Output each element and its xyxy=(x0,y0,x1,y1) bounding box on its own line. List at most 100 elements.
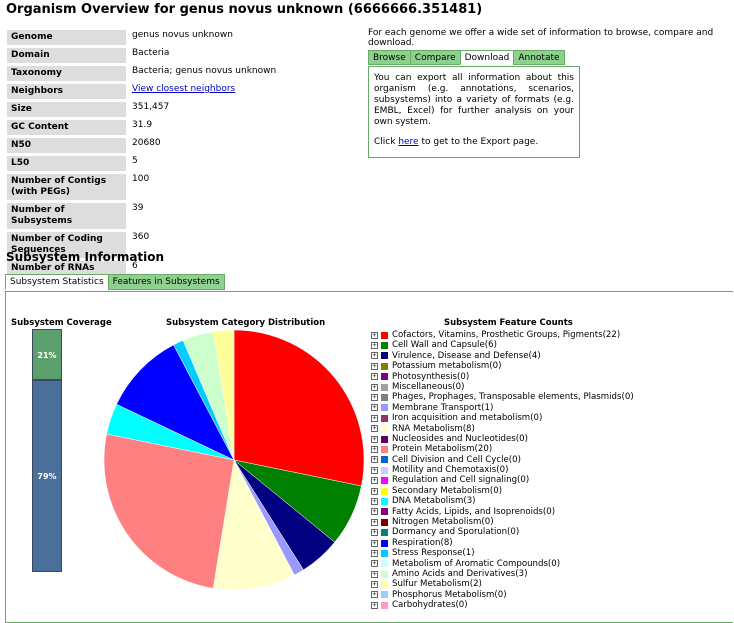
legend-item: + Protein Metabolism (20) xyxy=(371,444,493,455)
info-value: 6 xyxy=(132,261,138,271)
legend-count: 4 xyxy=(531,350,538,361)
expand-icon[interactable]: + xyxy=(371,507,378,516)
expand-icon[interactable]: + xyxy=(371,476,378,485)
expand-icon[interactable]: + xyxy=(371,393,378,402)
legend-swatch xyxy=(381,352,388,360)
info-row: Neighbors View closest neighbors xyxy=(7,84,276,99)
info-row: Taxonomy Bacteria; genus novus unknown xyxy=(7,66,276,81)
info-label: GC Content xyxy=(7,120,126,135)
tab-download[interactable]: Download xyxy=(459,50,515,65)
info-label: Genome xyxy=(7,30,126,45)
expand-icon[interactable]: + xyxy=(371,528,378,537)
legend-name: Amino Acids and Derivatives xyxy=(392,568,516,579)
expand-icon[interactable]: + xyxy=(371,517,378,526)
legend-item: + Stress Response (1) xyxy=(371,548,475,559)
legend-name: Cell Division and Cell Cycle xyxy=(392,454,509,465)
legend-count: 0 xyxy=(519,433,525,444)
legend-name: Nitrogen Metabolism xyxy=(392,517,482,528)
organism-info-table: Genome genus novus unknown Domain Bacteria T… xyxy=(7,27,276,279)
expand-icon[interactable]: + xyxy=(371,382,378,391)
legend-swatch xyxy=(381,383,388,391)
export-here-link[interactable]: here xyxy=(398,137,419,147)
expand-icon[interactable]: + xyxy=(371,424,378,433)
info-label: Taxonomy xyxy=(7,66,126,81)
expand-icon[interactable]: + xyxy=(371,455,378,464)
coverage-title: Subsystem Coverage xyxy=(11,318,112,328)
legend-count: 0 xyxy=(512,454,518,465)
expand-icon[interactable]: + xyxy=(371,538,378,547)
legend-item: + Cell Division and Cell Cycle (0) xyxy=(371,454,521,465)
info-value: 31.9 xyxy=(132,120,153,130)
legend-swatch xyxy=(381,487,388,495)
expand-icon[interactable]: + xyxy=(371,403,378,412)
actions-intro: For each genome we offer a wide set of i… xyxy=(368,28,714,48)
info-row: Number of Coding Sequences 360 xyxy=(7,232,276,258)
expand-icon[interactable]: + xyxy=(371,590,378,599)
expand-icon[interactable]: + xyxy=(371,486,378,495)
tab-features-in-subsystems[interactable]: Features in Subsystems xyxy=(107,274,225,290)
legend-name: Stress Response xyxy=(392,548,463,559)
legend-name: Regulation and Cell signaling xyxy=(392,475,518,486)
legend-swatch xyxy=(381,560,388,568)
info-label: N50 xyxy=(7,138,126,153)
legend-item: + Nucleosides and Nucleotides (0) xyxy=(371,433,528,444)
info-value: 100 xyxy=(132,174,150,184)
feature-counts-list: + Cofactors, Vitamins, Prosthetic Groups,… xyxy=(371,330,634,611)
expand-icon[interactable]: + xyxy=(371,434,378,443)
legend-count: 0 xyxy=(520,475,526,486)
expand-icon[interactable]: + xyxy=(371,580,378,589)
coverage-in-bar: 21% xyxy=(32,329,62,380)
legend-name: Dormancy and Sporulation xyxy=(392,527,508,538)
legend-item: + Secondary Metabolism (0) xyxy=(371,485,503,496)
legend-item: + Phosphorus Metabolism (0) xyxy=(371,589,507,600)
expand-icon[interactable]: + xyxy=(371,559,378,568)
expand-icon[interactable]: + xyxy=(371,600,378,609)
expand-icon[interactable]: + xyxy=(371,444,378,453)
info-label: Size xyxy=(7,102,126,117)
legend-item: + Nitrogen Metabolism (0) xyxy=(371,517,494,528)
expand-icon[interactable]: + xyxy=(371,372,378,381)
info-label: Number of Contigs (with PEGs) xyxy=(7,174,126,200)
expand-icon[interactable]: + xyxy=(371,351,378,360)
coverage-in-label: 21% xyxy=(37,351,57,360)
expand-icon[interactable]: + xyxy=(371,569,378,578)
expand-icon[interactable]: + xyxy=(371,548,378,557)
info-label: Neighbors xyxy=(7,84,126,99)
legend-name: Cofactors, Vitamins, Prosthetic Groups, … xyxy=(392,330,603,340)
legend-count: 0 xyxy=(510,527,516,538)
legend-count: 0 xyxy=(492,361,499,372)
subsystem-heading: Subsystem Information xyxy=(6,250,165,264)
legend-swatch xyxy=(381,373,388,381)
tab-compare[interactable]: Compare xyxy=(409,50,461,65)
expand-icon[interactable]: + xyxy=(371,465,378,474)
legend-name: Sulfur Metabolism xyxy=(392,579,470,590)
expand-icon[interactable]: + xyxy=(371,496,378,505)
legend-swatch xyxy=(381,414,388,422)
legend-item: + Iron acquisition and metabolism (0) xyxy=(371,413,543,424)
info-row: GC Content 31.9 xyxy=(7,120,276,135)
legend-name: Motility and Chemotaxis xyxy=(392,465,497,476)
legend-swatch xyxy=(381,362,388,370)
tab-subsystem-statistics[interactable]: Subsystem Statistics xyxy=(5,274,109,290)
expand-icon[interactable]: + xyxy=(371,413,378,422)
legend-item: + Phages, Prophages, Transposable element… xyxy=(371,392,634,403)
legend-count: 0 xyxy=(546,506,552,517)
legend-name: Nucleosides and Nucleotides xyxy=(392,433,516,444)
legend-swatch xyxy=(381,570,388,578)
legend-item: + Cell Wall and Capsule (6) xyxy=(371,340,497,351)
legend-swatch xyxy=(381,529,388,537)
view-neighbors-link[interactable]: View closest neighbors xyxy=(132,84,236,94)
legend-item: + Miscellaneous (0) xyxy=(371,381,465,392)
expand-icon[interactable]: + xyxy=(371,341,378,350)
legend-swatch xyxy=(381,591,388,599)
legend-item: + Sulfur Metabolism (2) xyxy=(371,579,482,590)
expand-icon[interactable]: + xyxy=(371,361,378,370)
legend-name: Metabolism of Aromatic Compounds xyxy=(392,558,548,569)
expand-icon[interactable]: + xyxy=(371,330,378,339)
tab-annotate[interactable]: Annotate xyxy=(513,50,565,65)
legend-item: + Potassium metabolism (0) xyxy=(371,361,502,372)
info-value: Bacteria xyxy=(132,48,170,58)
legend-name: Carbohydrates xyxy=(392,600,456,611)
legend-item: + Motility and Chemotaxis (0) xyxy=(371,465,509,476)
tab-browse[interactable]: Browse xyxy=(368,50,411,65)
